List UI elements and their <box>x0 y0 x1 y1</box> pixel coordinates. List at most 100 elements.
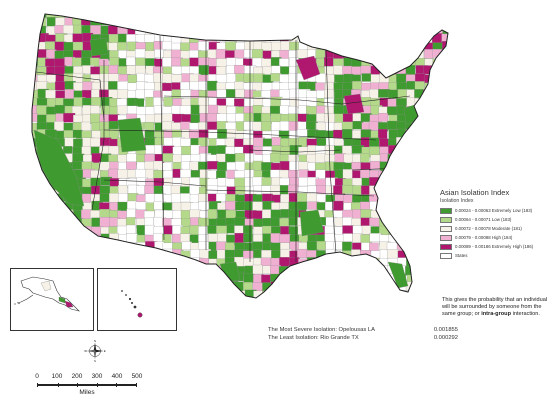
county-cell <box>334 281 345 291</box>
county-cell <box>287 25 299 37</box>
county-cell <box>351 49 364 60</box>
county-cell <box>342 169 354 180</box>
county-cell <box>116 98 127 107</box>
county-cell <box>405 194 417 204</box>
county-cell <box>396 25 408 37</box>
county-cell <box>35 249 47 261</box>
county-cell <box>324 57 334 67</box>
county-cell <box>216 25 228 34</box>
legend-label-states: States <box>455 253 468 258</box>
county-cell <box>32 169 40 178</box>
county-cell <box>180 193 191 203</box>
county-cell <box>262 17 274 28</box>
county-cell <box>270 25 281 35</box>
county-cell <box>55 218 68 230</box>
county-cell <box>406 14 419 20</box>
county-cell <box>424 201 435 211</box>
county-cell <box>342 65 353 76</box>
county-cell <box>306 193 318 204</box>
county-cell <box>45 250 57 262</box>
county-cell <box>216 225 228 235</box>
county-cell <box>36 186 49 198</box>
county-cell <box>422 24 436 34</box>
county-cell <box>424 14 436 19</box>
county-cell <box>306 33 316 44</box>
county-cell <box>45 241 57 252</box>
county-cell <box>422 273 435 283</box>
county-cell <box>153 72 164 84</box>
county-cell <box>343 265 355 276</box>
scale-label-500: 500 <box>131 373 143 380</box>
legend-item-label: 0.00024 - 0.00063 Extremely Low (183) <box>455 208 533 213</box>
state-boundary-line <box>103 129 377 141</box>
county-cell <box>414 178 426 190</box>
county-cell <box>396 209 407 219</box>
county-cell <box>451 99 463 109</box>
county-cell <box>45 89 57 100</box>
county-cell <box>423 178 434 189</box>
county-cell <box>270 153 281 163</box>
county-cell <box>135 18 147 28</box>
county-cell <box>243 112 254 122</box>
county-cell <box>251 17 262 28</box>
county-cell <box>37 177 48 189</box>
county-cell <box>109 233 119 243</box>
county-cell <box>432 17 443 27</box>
county-cell <box>217 128 228 139</box>
county-cell <box>333 200 344 213</box>
county-cell <box>352 130 363 140</box>
county-cell <box>451 105 462 113</box>
county-cell <box>32 113 39 122</box>
county-cell <box>397 217 408 228</box>
county-cell <box>351 14 362 20</box>
legend-item: 0.00024 - 0.00063 Extremely Low (183) <box>440 206 548 215</box>
county-cell <box>361 273 373 283</box>
county-cell <box>351 257 364 268</box>
county-cell <box>32 25 37 35</box>
county-cell <box>279 272 290 282</box>
county-cell <box>64 257 75 267</box>
county-cell <box>370 34 382 43</box>
county-cell <box>207 209 218 221</box>
county-cell <box>288 217 299 226</box>
county-cell <box>172 14 183 21</box>
county-cell <box>226 14 238 19</box>
county-cell <box>82 233 95 244</box>
county-cell <box>262 14 274 20</box>
county-cell <box>343 26 355 37</box>
county-cell <box>315 145 326 155</box>
county-cell <box>415 194 427 204</box>
county-cell <box>352 289 364 298</box>
county-region <box>117 117 147 153</box>
county-cell <box>433 170 444 182</box>
county-cell <box>243 14 256 20</box>
county-cell <box>343 273 354 284</box>
county-cell <box>387 161 397 172</box>
county-cell <box>32 41 38 52</box>
county-cell <box>217 17 229 28</box>
county-cell <box>333 25 345 36</box>
county-cell <box>126 18 139 29</box>
county-cell <box>397 234 407 245</box>
county-cell <box>198 129 209 139</box>
county-cell <box>307 25 318 35</box>
scale-tick <box>57 383 59 387</box>
county-cell <box>451 49 461 57</box>
county-cell <box>37 226 47 238</box>
county-cell <box>198 57 210 67</box>
county-cell <box>170 34 183 44</box>
county-cell <box>108 241 119 250</box>
county-cell <box>235 290 247 298</box>
county-cell <box>361 14 372 19</box>
county-cell <box>359 289 370 298</box>
county-cell <box>452 153 462 164</box>
county-cell <box>163 225 174 235</box>
county-cell <box>361 266 374 277</box>
county-cell <box>46 208 58 220</box>
county-cell <box>415 258 426 267</box>
county-cell <box>37 257 49 267</box>
county-cell <box>208 104 220 114</box>
county-cell <box>100 105 111 115</box>
county-cell <box>432 74 442 84</box>
county-cell <box>297 274 307 286</box>
